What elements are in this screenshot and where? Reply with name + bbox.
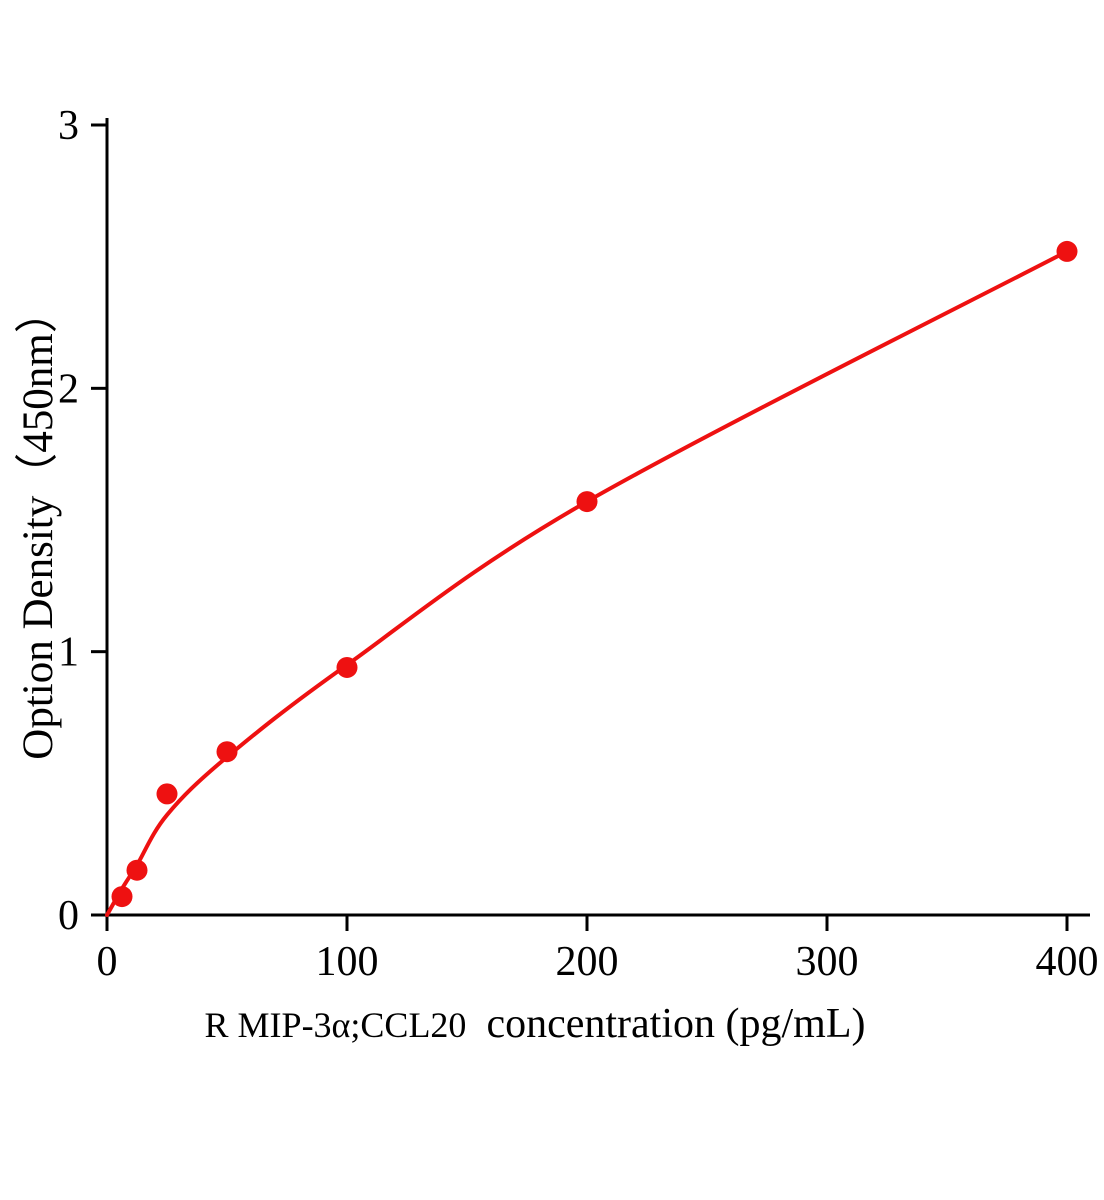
y-tick-label: 2 bbox=[58, 366, 79, 412]
x-tick-label: 0 bbox=[97, 939, 118, 985]
y-tick-label: 3 bbox=[58, 103, 79, 149]
x-axis-label: R MIP-3α;CCL20 concentration (pg/mL) bbox=[205, 1000, 866, 1048]
data-point bbox=[336, 656, 358, 678]
x-tick-label: 100 bbox=[316, 939, 379, 985]
data-point bbox=[111, 886, 133, 908]
y-tick-label: 0 bbox=[58, 893, 79, 939]
fit-curve bbox=[105, 249, 1069, 917]
y-axis-label: Option Density（450nm） bbox=[15, 290, 62, 760]
data-point bbox=[216, 741, 238, 763]
x-tick-label: 400 bbox=[1036, 939, 1099, 985]
data-point bbox=[126, 859, 148, 881]
x-axis-label-analyte: R MIP-3α;CCL20 bbox=[204, 1005, 467, 1045]
data-point bbox=[1056, 240, 1078, 262]
x-tick-label: 200 bbox=[556, 939, 619, 985]
data-point bbox=[156, 783, 178, 805]
x-tick-label: 300 bbox=[796, 939, 859, 985]
data-point bbox=[576, 491, 598, 513]
x-axis-label-unit: concentration (pg/mL) bbox=[486, 1001, 866, 1047]
y-tick-label: 1 bbox=[58, 630, 79, 676]
